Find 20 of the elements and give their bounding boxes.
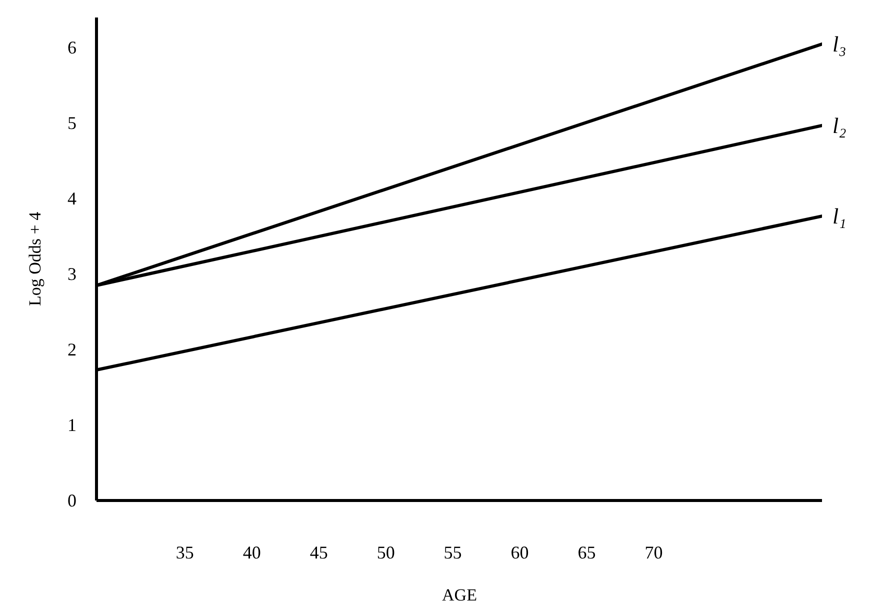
y-tick-label: 1 (68, 415, 76, 436)
series-label: l₂ (832, 112, 847, 138)
series-label: l₁ (832, 203, 846, 228)
x-axis-title: AGE (442, 586, 477, 604)
y-tick-label: 5 (68, 113, 76, 134)
x-tick-label: 55 (444, 542, 462, 562)
x-tick-label: 70 (644, 542, 663, 562)
x-tick-label: 40 (242, 542, 261, 562)
x-tick-label: 60 (510, 542, 529, 562)
y-axis-title: Log Odds + 4 (26, 211, 44, 306)
x-tick-label: 65 (578, 542, 596, 562)
y-tick-label: 2 (68, 340, 76, 360)
y-tick-label: 4 (68, 188, 76, 209)
x-tick-label: 35 (176, 542, 194, 562)
y-tick-label: 6 (68, 38, 76, 58)
x-tick-label: 50 (376, 542, 395, 562)
x-tick-label: 45 (310, 542, 328, 562)
series-label: l₃ (832, 31, 846, 56)
y-tick-label: 0 (68, 490, 76, 510)
y-tick-label: 3 (68, 264, 76, 284)
